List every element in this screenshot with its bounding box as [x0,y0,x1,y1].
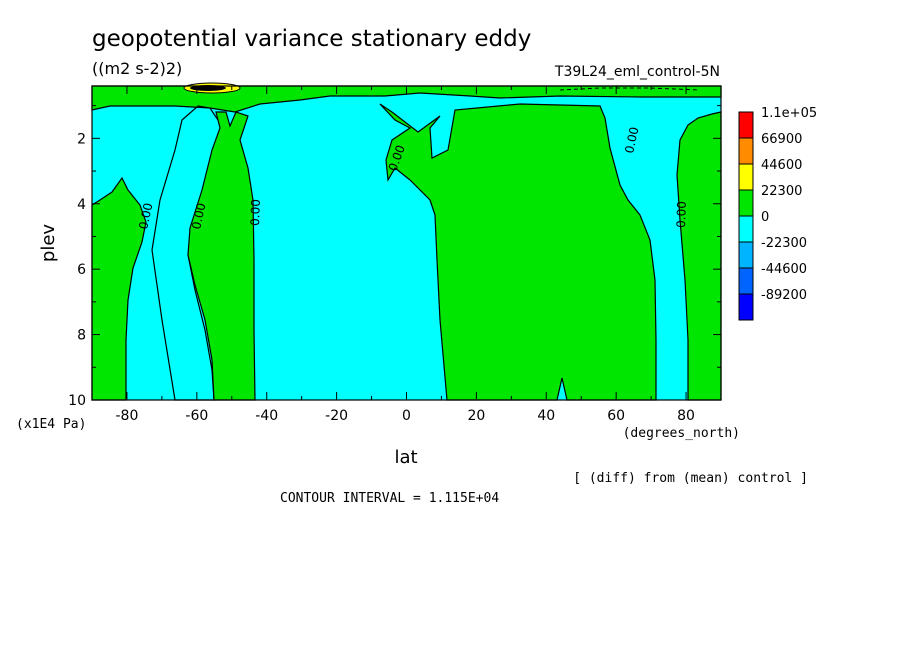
x-tick-label: 40 [537,408,555,424]
colorbar-level-label: 0 [761,210,769,225]
x-tick-label: -80 [116,408,139,424]
colorbar-level-label: 1.1e+05 [761,106,817,121]
x-tick-label: 80 [677,408,695,424]
plot-area: 0.00 0.00 0.00 0.00 0.00 0.00 [91,82,722,401]
positive-region-east [379,103,657,401]
x-tick-label: -60 [185,408,208,424]
contour-label: 0.00 [136,202,155,231]
x-tick-label: -20 [325,408,348,424]
colorbar-level-label: 44600 [761,158,802,173]
colorbar-level-label: 22300 [761,184,802,199]
run-label: T39L24_eml_control-5N [554,64,720,80]
colorbar-swatch [738,189,754,217]
footnote: [ (diff) from (mean) control ] [573,471,808,486]
y-axis-label: plev [38,224,59,263]
contour-label: 0.00 [189,202,208,231]
colorbar-level-label: 66900 [761,132,802,147]
contour-label: 0.00 [248,199,263,226]
colorbar-swatch [738,267,754,295]
x-axis: -80 -60 -40 -20 0 20 40 60 80 [91,86,722,424]
colorbar-swatch [738,293,754,321]
y-tick-label: 8 [77,328,86,344]
colorbar: 1.1e+05 66900 44600 22300 0 -22300 -44600 -8920… [738,106,817,321]
positive-region-top-band [91,85,722,113]
y-axis-units: (x1E4 Pa) [16,417,86,432]
y-tick-label: 2 [77,131,86,147]
x-axis-label: lat [394,447,417,468]
colorbar-level-label: -22300 [761,236,807,251]
colorbar-swatch [738,241,754,269]
chart-title: geopotential variance stationary eddy [92,26,531,52]
colorbar-level-label: -44600 [761,262,807,277]
contour-label: 0.00 [622,126,641,155]
y-tick-label: 4 [77,197,86,213]
contour-interval: CONTOUR INTERVAL = 1.115E+04 [280,491,499,506]
x-tick-label: 60 [607,408,625,424]
y-tick-label: 6 [77,262,86,278]
x-axis-units: (degrees_north) [623,426,740,441]
colorbar-swatch [738,215,754,243]
dashed-contour [559,87,701,91]
colorbar-level-label: -89200 [761,288,807,303]
y-axis: 2 4 6 8 10 [68,105,721,409]
x-tick-label: 20 [467,408,485,424]
y-tick-label: 10 [68,393,86,409]
positive-region-west [91,176,147,401]
chart-units: ((m2 s-2)2) [92,59,182,78]
x-tick-label: -40 [255,408,278,424]
colorbar-swatch [738,163,754,191]
colorbar-swatch [738,111,754,139]
contour-label: 0.00 [674,201,689,228]
colorbar-swatch [738,137,754,165]
x-tick-label: 0 [402,408,411,424]
